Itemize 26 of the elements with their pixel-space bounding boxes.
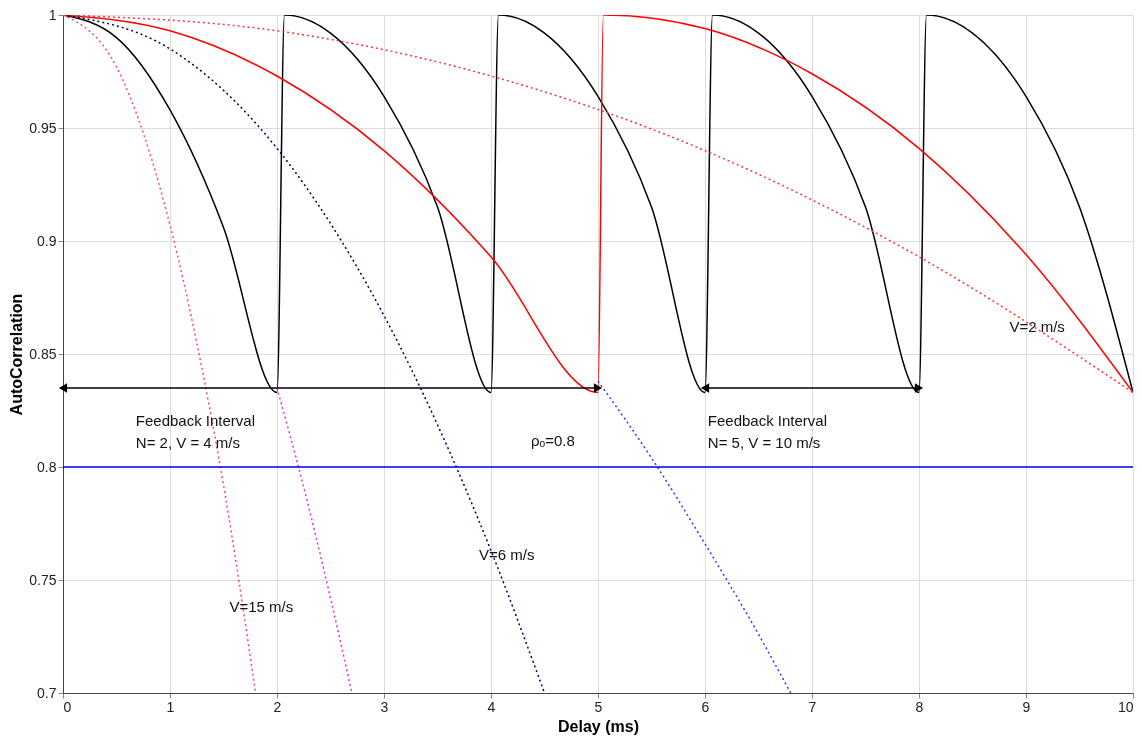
y-tick-label: 0.85 — [29, 345, 57, 362]
x-tick-label: 8 — [915, 698, 924, 715]
x-tick-label: 9 — [1022, 698, 1031, 715]
y-tick-label: 0.9 — [37, 232, 57, 249]
annotation: Feedback Interval N= 5, V = 10 m/s — [707, 412, 828, 452]
y-tick-label: 1 — [48, 6, 57, 23]
x-tick-label: 2 — [273, 698, 282, 715]
x-tick-label: 1 — [166, 698, 175, 715]
annotation: ρₒ=0.8 — [531, 431, 575, 449]
annotation: Feedback Interval N= 2, V = 4 m/s — [135, 412, 256, 452]
x-tick-label: 3 — [380, 698, 389, 715]
y-tick-label: 0.7 — [37, 684, 57, 701]
x-tick-label: 10 — [1117, 698, 1134, 715]
x-tick-label: 4 — [487, 698, 496, 715]
x-tick-label: 5 — [594, 698, 603, 715]
y-tick-label: 0.95 — [29, 119, 57, 136]
x-tick-label: 7 — [808, 698, 817, 715]
annotation: V=6 m/s — [479, 545, 535, 563]
y-tick-label: 0.8 — [37, 458, 57, 475]
x-tick-label: 0 — [63, 698, 72, 715]
x-tick-label: 6 — [701, 698, 710, 715]
annotation: V=2 m/s — [1009, 318, 1065, 335]
annotation: V=15 m/s — [229, 597, 294, 615]
y-tick-label: 0.75 — [29, 571, 57, 588]
x-axis-title: Delay (ms) — [558, 717, 639, 735]
y-axis-title: AutoCorrelation — [8, 293, 26, 416]
